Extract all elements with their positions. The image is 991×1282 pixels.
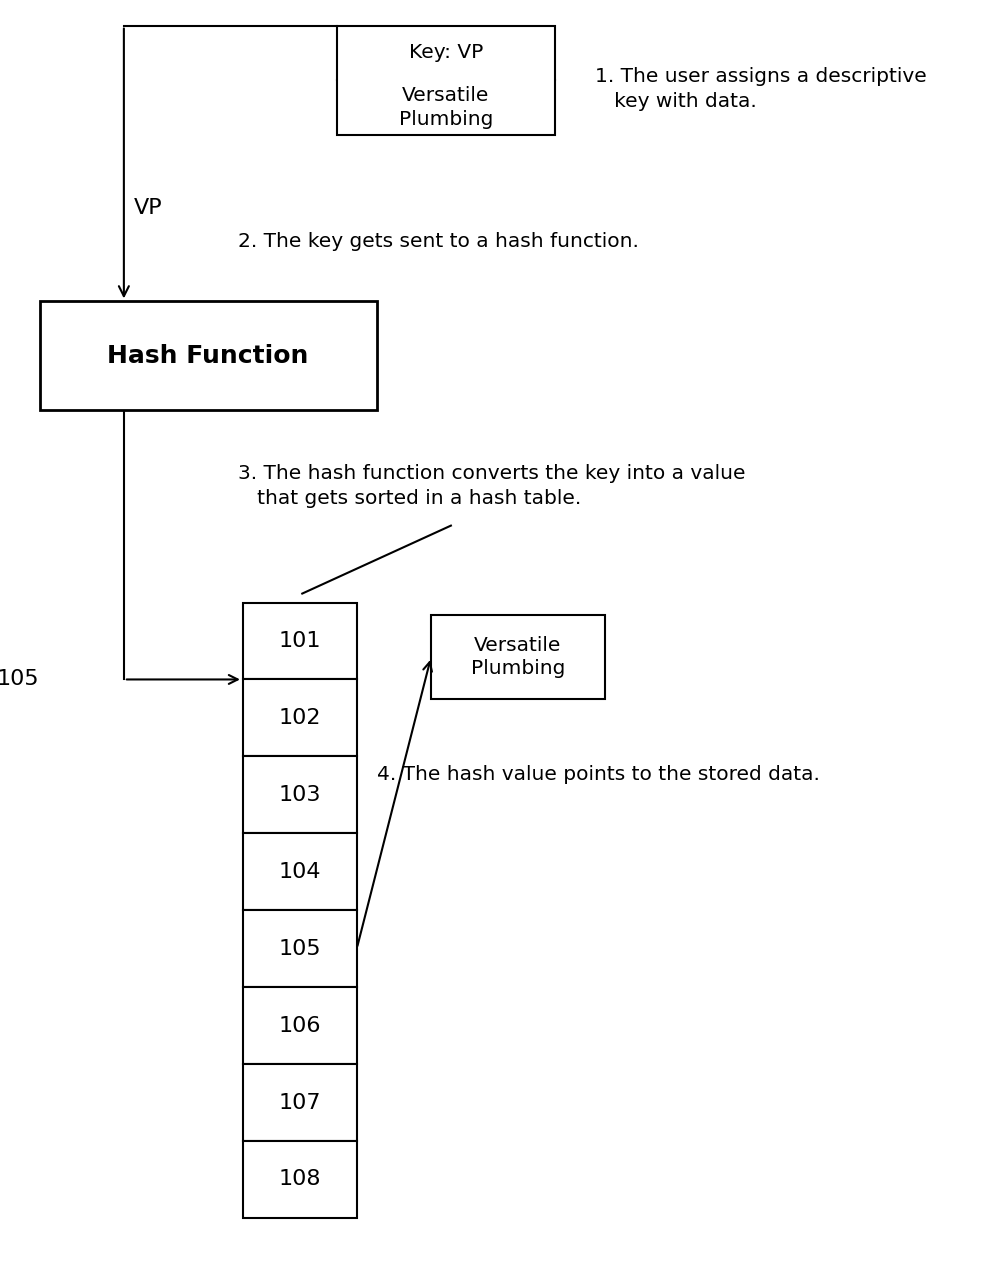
Text: VP: VP [134, 197, 163, 218]
Text: 104: 104 [278, 862, 321, 882]
Text: 101: 101 [278, 631, 321, 651]
FancyBboxPatch shape [243, 603, 357, 679]
FancyBboxPatch shape [243, 1141, 357, 1218]
FancyBboxPatch shape [431, 615, 605, 699]
Text: 102: 102 [278, 708, 321, 728]
FancyBboxPatch shape [243, 833, 357, 910]
Text: Hash Function: Hash Function [107, 344, 309, 368]
Text: 2. The key gets sent to a hash function.: 2. The key gets sent to a hash function. [238, 232, 639, 250]
FancyBboxPatch shape [243, 987, 357, 1064]
FancyBboxPatch shape [40, 301, 377, 410]
FancyBboxPatch shape [243, 679, 357, 756]
Text: 106: 106 [278, 1015, 321, 1036]
Text: 1. The user assigns a descriptive
   key with data.: 1. The user assigns a descriptive key wi… [595, 67, 927, 110]
FancyBboxPatch shape [243, 756, 357, 833]
Text: 108: 108 [278, 1169, 321, 1190]
Text: Key: VP: Key: VP [408, 44, 484, 63]
Text: 3. The hash function converts the key into a value
   that gets sorted in a hash: 3. The hash function converts the key in… [238, 464, 745, 508]
Text: 107: 107 [278, 1092, 321, 1113]
Text: Versatile
Plumbing: Versatile Plumbing [471, 636, 565, 678]
Text: Versatile
Plumbing: Versatile Plumbing [398, 86, 494, 128]
FancyBboxPatch shape [243, 910, 357, 987]
Text: 103: 103 [278, 785, 321, 805]
Text: 4. The hash value points to the stored data.: 4. The hash value points to the stored d… [377, 765, 820, 785]
FancyBboxPatch shape [243, 1064, 357, 1141]
FancyBboxPatch shape [337, 26, 555, 135]
Text: 105: 105 [0, 669, 40, 690]
Text: 105: 105 [278, 938, 321, 959]
